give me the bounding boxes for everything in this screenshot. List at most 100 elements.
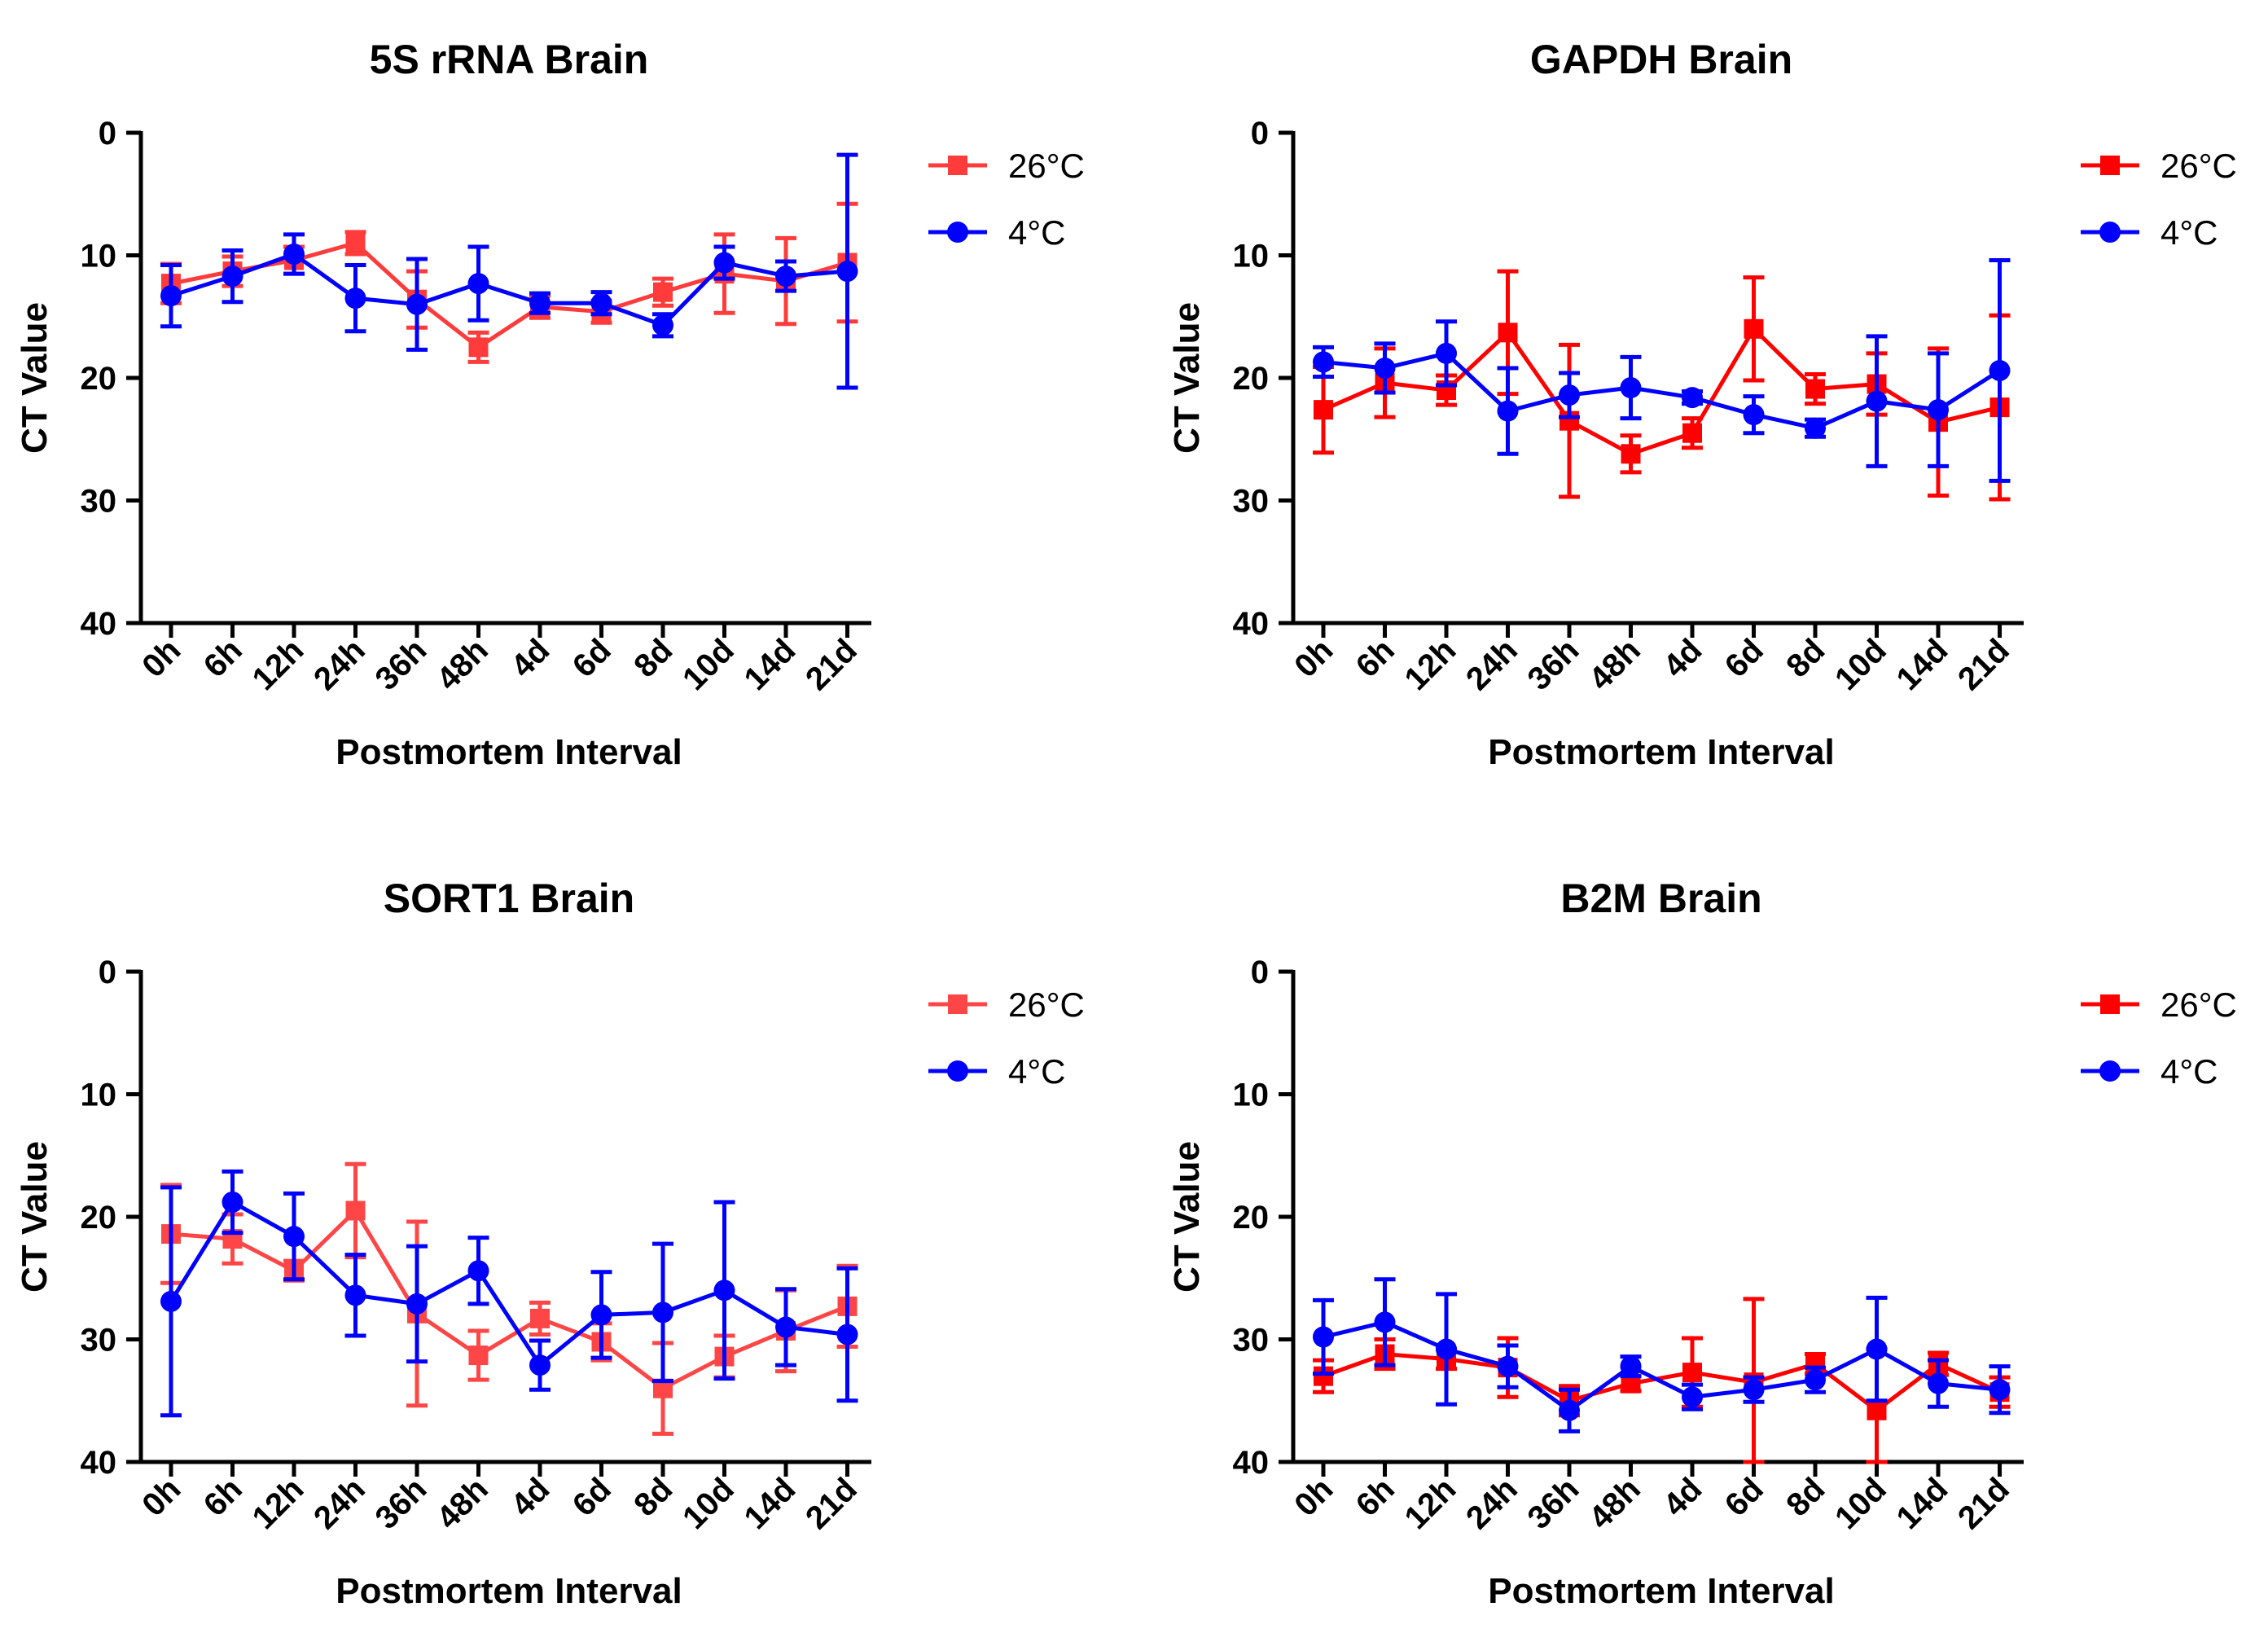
legend-label: 26°C: [1008, 986, 1085, 1024]
data-point: [1743, 1379, 1765, 1401]
data-point: [344, 1284, 366, 1306]
data-point: [1313, 351, 1334, 373]
x-tick-label: 6d: [566, 1471, 618, 1523]
x-tick-label: 6h: [197, 1471, 249, 1523]
data-point: [775, 266, 796, 288]
y-tick-label: 10: [81, 1078, 117, 1113]
x-tick-label: 12h: [246, 632, 311, 697]
y-tick-label: 10: [1233, 239, 1270, 274]
data-point: [1621, 444, 1641, 464]
data-point: [653, 282, 673, 302]
y-axis-label: CT Value: [1167, 302, 1207, 454]
y-tick-label: 40: [81, 606, 117, 642]
x-tick-label: 10d: [1828, 1471, 1893, 1536]
series-line: [170, 240, 849, 349]
data-point: [1682, 423, 1702, 443]
data-point: [222, 1191, 243, 1213]
x-tick-label: 21d: [1951, 632, 2016, 697]
x-tick-label: 36h: [1521, 1471, 1586, 1536]
y-tick-label: 10: [1233, 1078, 1270, 1113]
y-tick-label: 20: [81, 1200, 117, 1236]
x-tick-label: 12h: [1398, 632, 1463, 697]
data-point: [1928, 1372, 1949, 1394]
series-0: [1313, 269, 2011, 502]
x-axis-label: Postmortem Interval: [336, 732, 682, 772]
x-tick-label: 6d: [566, 632, 618, 684]
data-point: [529, 1354, 551, 1376]
x-tick-label: 4d: [1656, 632, 1709, 684]
legend-marker: [2099, 1060, 2121, 1082]
x-tick-label: 48h: [1582, 1471, 1647, 1536]
y-tick-label: 30: [1233, 484, 1270, 520]
legend-label: 26°C: [2161, 147, 2237, 185]
x-tick-label: 14d: [738, 1471, 803, 1536]
legend-label: 4°C: [2161, 213, 2218, 252]
legend-marker: [948, 156, 967, 175]
x-tick-label: 0h: [1288, 632, 1340, 684]
series-1: [1313, 1277, 2011, 1433]
data-point: [406, 293, 428, 315]
x-tick-label: 6d: [1718, 632, 1770, 684]
x-tick-label: 24h: [307, 632, 372, 697]
series-line: [169, 1200, 848, 1367]
y-tick-label: 0: [99, 116, 116, 151]
legend-marker: [947, 222, 968, 243]
data-point: [1866, 390, 1888, 412]
data-point: [1498, 323, 1518, 343]
series-line: [170, 1208, 849, 1391]
x-tick-label: 8d: [1779, 1471, 1832, 1523]
y-tick-label: 30: [81, 484, 117, 520]
y-tick-label: 30: [81, 1323, 117, 1359]
legend-marker: [948, 994, 967, 1014]
series-line: [1322, 327, 2001, 456]
x-tick-label: 48h: [430, 632, 495, 697]
data-point: [1989, 359, 2011, 381]
data-point: [652, 314, 673, 336]
x-tick-label: 21d: [1951, 1471, 2016, 1536]
x-tick-label: 6h: [1349, 1471, 1402, 1523]
data-point: [1497, 1355, 1519, 1377]
data-point: [1314, 400, 1333, 420]
data-point: [1743, 404, 1765, 426]
y-tick-label: 40: [81, 1445, 117, 1481]
data-point: [1559, 1399, 1580, 1421]
data-point: [836, 261, 858, 283]
x-tick-label: 8d: [627, 632, 679, 684]
x-tick-label: 0h: [135, 1471, 187, 1523]
data-point: [1374, 1311, 1396, 1333]
series-1: [160, 152, 858, 390]
data-point: [652, 1302, 673, 1324]
data-point: [1928, 399, 1949, 421]
x-tick-label: 8d: [627, 1471, 679, 1523]
data-point: [1682, 1386, 1703, 1408]
x-tick-label: 12h: [1398, 1471, 1463, 1536]
data-point: [836, 1324, 858, 1345]
data-point: [467, 273, 489, 295]
data-point: [1436, 1338, 1457, 1360]
legend-label: 26°C: [2161, 986, 2237, 1024]
data-point: [1682, 387, 1703, 409]
series-line: [1323, 1352, 2001, 1413]
data-point: [1313, 1326, 1334, 1348]
x-tick-label: 10d: [676, 1471, 741, 1536]
x-tick-label: 0h: [1288, 1471, 1340, 1523]
data-point: [1620, 377, 1642, 399]
series-1: [160, 1169, 858, 1418]
data-point: [345, 233, 366, 253]
data-point: [529, 292, 551, 314]
series-1: [1313, 258, 2011, 483]
y-tick-label: 0: [99, 955, 116, 990]
data-point: [590, 292, 612, 314]
data-point: [1620, 1355, 1642, 1377]
x-tick-label: 14d: [1890, 632, 1955, 697]
x-tick-label: 24h: [1459, 1471, 1524, 1536]
chart-title: SORT1 Brain: [384, 876, 634, 921]
series-line: [1323, 351, 2001, 431]
y-tick-label: 20: [81, 361, 117, 397]
legend-label: 4°C: [1008, 1052, 1066, 1091]
y-tick-label: 10: [81, 239, 117, 274]
